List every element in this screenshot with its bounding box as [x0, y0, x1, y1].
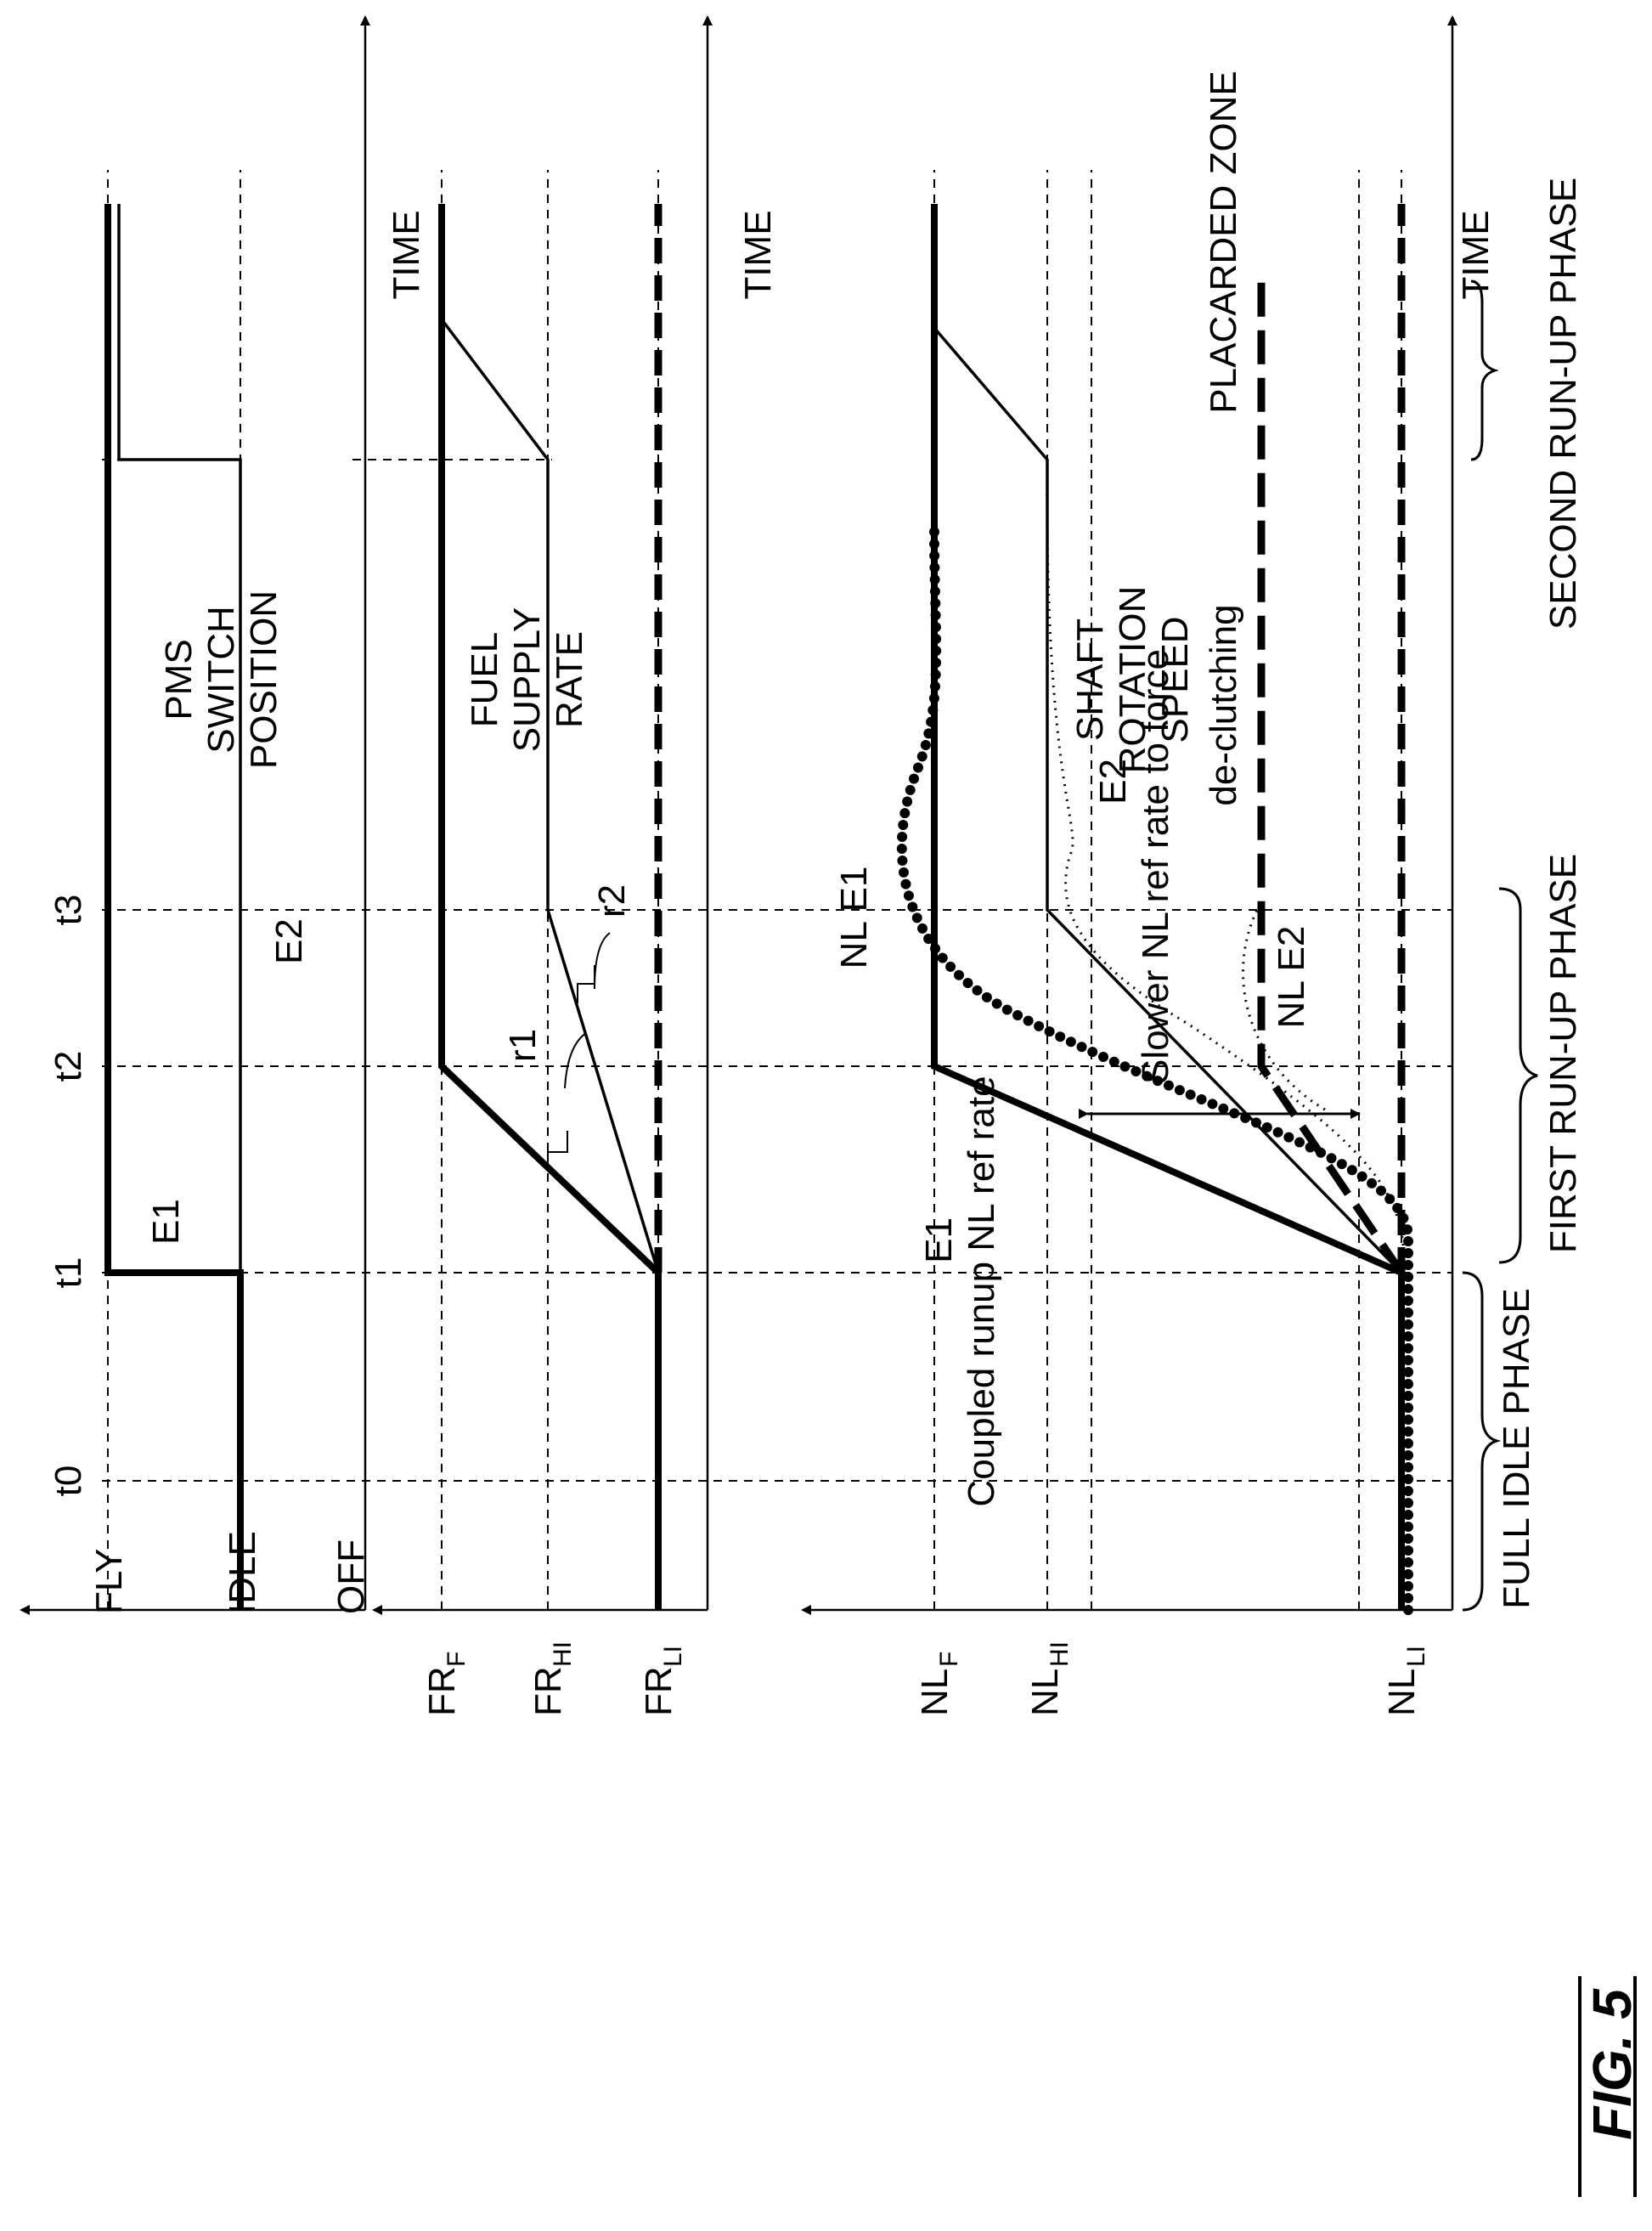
nl-e2-dotted-curve: [1046, 463, 1405, 1246]
fuel-e2-curve: [440, 318, 660, 1274]
svg-text:ROTATION: ROTATION: [1112, 586, 1153, 774]
fr-f-level: FR F: [421, 1652, 471, 1716]
full-idle-brace: [1462, 1271, 1502, 1612]
pms-e1-curve: [104, 204, 244, 1610]
e2-annotation-text-1: Slower NL ref rate to force: [1135, 649, 1176, 1084]
nl-e1-label: NL E1: [833, 867, 875, 969]
fr-hi-level: FR HI: [527, 1641, 577, 1716]
first-runup-phase-label: FIRST RUN-UP PHASE: [1542, 854, 1584, 1253]
speed-time-label: TIME: [1455, 210, 1497, 299]
speed-title: SHAFT ROTATION SPEED: [1069, 586, 1196, 774]
pms-e2-curve: [117, 204, 242, 1273]
t1-label: t1: [48, 1257, 89, 1289]
nl-f-level: NL F: [914, 1652, 963, 1716]
r1-label: r1: [502, 1029, 544, 1062]
figure-flourish: [1578, 1976, 1637, 2197]
placarded-zone-label: PLACARDED ZONE: [1203, 71, 1244, 413]
fuel-e1-curve: [438, 204, 662, 1610]
pms-time-label: TIME: [386, 210, 427, 299]
r2-callout: [594, 932, 611, 990]
nl-e2-label: NL E2: [1271, 926, 1312, 1029]
svg-text:NL: NL: [914, 1669, 956, 1716]
svg-text:SUPPLY: SUPPLY: [506, 607, 548, 752]
r1-callout: [564, 1032, 587, 1089]
svg-text:FR: FR: [527, 1666, 569, 1716]
svg-text:FUEL: FUEL: [464, 632, 505, 727]
svg-text:FR: FR: [638, 1666, 679, 1716]
t0-label: t0: [48, 1466, 89, 1497]
fuel-time-label: TIME: [737, 210, 779, 299]
rotated-diagram: [20, 15, 1637, 2197]
pms-e1-label: E1: [145, 1199, 187, 1245]
fuel-title: FUEL SUPPLY RATE: [464, 607, 590, 752]
svg-text:SPEED: SPEED: [1154, 616, 1196, 743]
svg-text:HI: HI: [549, 1641, 577, 1667]
svg-text:NL: NL: [1381, 1669, 1423, 1716]
time-guide-lines: [102, 459, 1452, 1482]
nl-e2-dotted-bump: [1241, 909, 1326, 1111]
svg-text:LI: LI: [1402, 1646, 1430, 1667]
pms-title: PMS SWITCH POSITION: [158, 590, 285, 769]
off-level: OFF: [330, 1539, 372, 1614]
svg-text:SWITCH: SWITCH: [200, 606, 242, 754]
t3-label: t3: [48, 895, 89, 926]
panel-fuel: [372, 15, 713, 1615]
svg-text:FR: FR: [421, 1666, 463, 1716]
svg-text:F: F: [935, 1652, 963, 1667]
pms-e2-label: E2: [268, 918, 310, 964]
svg-text:PMS: PMS: [158, 639, 200, 720]
speed-e2-ref-curve: [933, 326, 1403, 1274]
nl-li-level: NL LI: [1381, 1646, 1430, 1716]
svg-text:SHAFT: SHAFT: [1069, 618, 1111, 741]
panel-speed: [801, 15, 1457, 1615]
figure-label: FIG. 5: [1582, 1988, 1643, 2140]
svg-text:F: F: [443, 1652, 471, 1667]
nl-hi-level: NL HI: [1024, 1641, 1074, 1716]
second-runup-phase-label: SECOND RUN-UP PHASE: [1542, 178, 1584, 630]
svg-text:LI: LI: [659, 1646, 687, 1667]
svg-text:POSITION: POSITION: [243, 590, 285, 769]
nl-e2-dashed-curve: [1257, 273, 1405, 1275]
idle-level: IDLE: [222, 1531, 263, 1614]
first-runup-brace: [1498, 887, 1538, 1264]
nl-e1-dotted-curve: [896, 527, 1413, 1615]
full-idle-phase-label: FULL IDLE PHASE: [1496, 1288, 1537, 1608]
panel-pms: [20, 15, 370, 1615]
e1-annotation-text: Coupled runup NL ref rate: [961, 1076, 1002, 1506]
fly-level: FLY: [88, 1549, 130, 1614]
e2-annotation-text-2: de-clutching: [1203, 604, 1244, 805]
second-runup-brace: [1470, 280, 1499, 461]
phase-braces: [1462, 280, 1538, 1612]
e2-annotation-title: E2: [1092, 759, 1134, 805]
fr-li-level: FR LI: [638, 1646, 687, 1716]
svg-text:HI: HI: [1046, 1641, 1074, 1667]
svg-text:NL: NL: [1024, 1669, 1066, 1716]
labels: t0 t1 t2 t3 TIME TIME TIME PMS SWITCH PO…: [48, 71, 1643, 2140]
e1-annotation-title: E1: [918, 1217, 960, 1263]
r2-label: r2: [591, 884, 633, 918]
t2-label: t2: [48, 1051, 89, 1082]
r2-leader: [577, 965, 595, 1003]
svg-text:RATE: RATE: [549, 631, 590, 728]
r1-leader: [547, 1131, 568, 1169]
